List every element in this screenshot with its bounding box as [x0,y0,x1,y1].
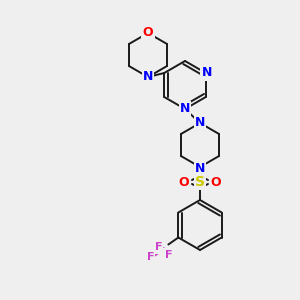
Text: N: N [202,67,212,80]
Text: O: O [143,26,153,40]
Text: N: N [195,161,205,175]
Text: F: F [165,250,172,260]
Text: O: O [211,176,221,188]
Text: F: F [147,253,154,262]
Text: N: N [180,103,190,116]
Text: N: N [143,70,153,83]
Text: F: F [154,242,162,253]
Text: S: S [195,175,205,189]
Text: O: O [179,176,189,188]
Text: N: N [195,116,205,128]
